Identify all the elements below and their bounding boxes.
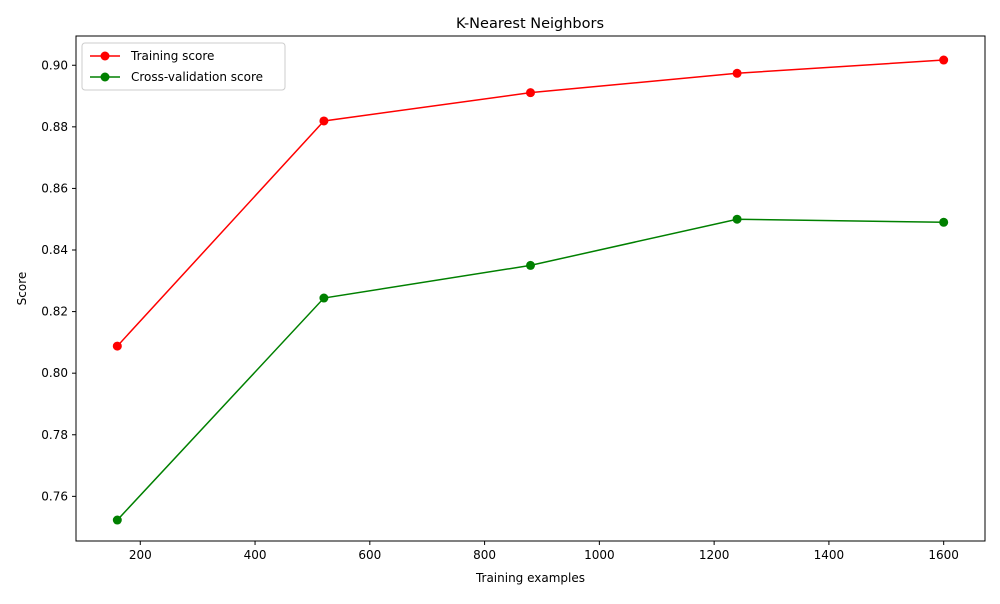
y-axis-label: Score [15,272,29,306]
y-tick-label: 0.76 [41,489,68,503]
data-point [939,55,949,65]
data-point [732,214,742,224]
data-point [526,260,535,270]
legend-item: Cross-validation score [90,70,263,84]
y-tick-label: 0.90 [41,58,68,72]
legend-frame [81,42,286,91]
data-point [319,116,329,126]
legend-label: Training score [130,49,214,63]
x-axis-label: Training examples [475,571,585,585]
series-layer [112,55,949,525]
y-tick-label: 0.88 [41,120,68,134]
y-tick-label: 0.80 [41,366,68,380]
plot-area [75,35,986,542]
series-line [116,59,944,347]
legend: Training score Cross-validation score [81,42,286,91]
y-tick-label: 0.78 [41,428,68,442]
x-tick-label: 400 [244,548,267,562]
legend-item: Training score [90,49,214,63]
chart-title: K-Nearest Neighbors [456,16,604,32]
legend-marker [100,51,110,61]
data-point [939,217,949,227]
y-tick-label: 0.82 [41,305,68,319]
y-tick-label: 0.84 [41,243,68,257]
series-0 [112,55,949,351]
x-tick-label: 1400 [814,548,845,562]
x-tick-label: 200 [129,548,152,562]
x-tick-label: 1200 [699,548,730,562]
legend-marker [100,72,110,82]
x-tick-label: 1600 [928,548,959,562]
data-point [112,515,122,525]
x-tick-label: 1000 [584,548,615,562]
series-1 [112,214,949,525]
x-axis: 200 400 600 800 1000 1200 1400 1600 [129,541,959,562]
x-tick-label: 800 [473,548,496,562]
data-point [319,293,329,303]
legend-label: Cross-validation score [131,70,263,84]
y-tick-label: 0.86 [41,181,68,195]
x-tick-label: 600 [358,548,381,562]
data-point [112,341,122,351]
data-point [732,68,742,78]
data-point [526,88,535,98]
y-axis: 0.76 0.78 0.80 0.82 0.84 0.86 0.88 0.90 [41,58,76,503]
